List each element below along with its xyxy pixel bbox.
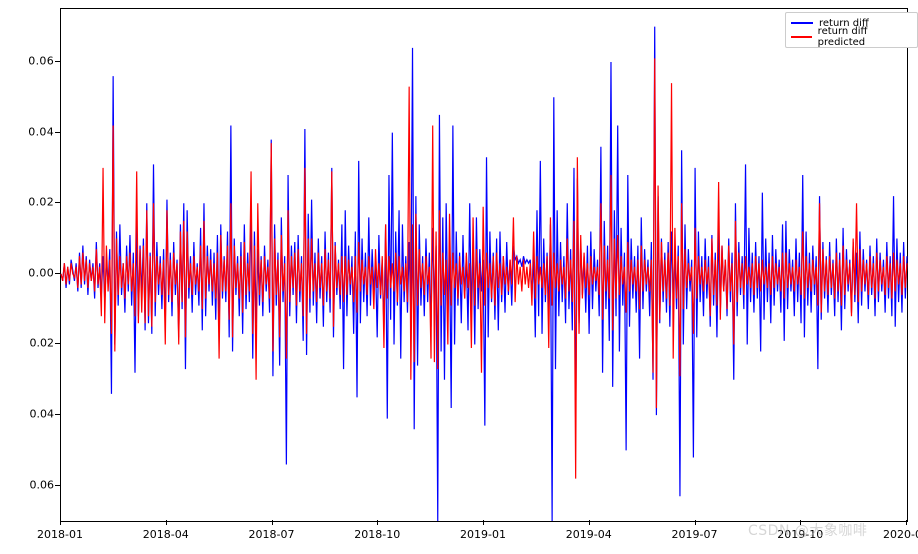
ytick-label: 0.04 [4, 125, 54, 138]
ytick-mark [55, 202, 60, 203]
ytick-label: 0.06 [4, 54, 54, 67]
xtick-label: 2018-04 [143, 528, 189, 541]
xtick-mark [483, 520, 484, 525]
ytick-mark [55, 485, 60, 486]
ytick-mark [55, 132, 60, 133]
xtick-mark [377, 520, 378, 525]
series-return_diff_predicted [61, 58, 907, 478]
ytick-mark [55, 61, 60, 62]
legend-swatch [791, 36, 812, 38]
xtick-label: 2018-07 [249, 528, 295, 541]
ytick-mark [55, 273, 60, 274]
xtick-label: 2018-10 [354, 528, 400, 541]
ytick-label: 0.06 [4, 478, 54, 491]
ytick-label: 0.02 [4, 196, 54, 209]
ytick-label: 0.00 [4, 266, 54, 279]
xtick-mark [695, 520, 696, 525]
ytick-mark [55, 343, 60, 344]
legend-item: return diff predicted [791, 30, 912, 44]
xtick-label: 2019-01 [460, 528, 506, 541]
xtick-label: 2020-01 [883, 528, 918, 541]
chart-root: 0.06 0.04 0.02 0.00 0.02 0.04 0.06 2018-01 20… [0, 0, 918, 554]
xtick-mark [60, 520, 61, 525]
xtick-mark [800, 520, 801, 525]
plot-area [60, 8, 908, 522]
xtick-mark [272, 520, 273, 525]
series-svg [61, 9, 907, 521]
xtick-label: 2019-04 [566, 528, 612, 541]
xtick-label: 2018-01 [37, 528, 83, 541]
xtick-mark [166, 520, 167, 525]
ytick-mark [55, 414, 60, 415]
legend-swatch [791, 22, 813, 24]
ytick-label: 0.04 [4, 408, 54, 421]
xtick-mark [906, 520, 907, 525]
xtick-mark [589, 520, 590, 525]
ytick-label: 0.02 [4, 337, 54, 350]
xtick-label: 2019-07 [672, 528, 718, 541]
legend-label: return diff predicted [818, 26, 912, 48]
xtick-label: 2019-10 [777, 528, 823, 541]
legend: return diffreturn diff predicted [785, 12, 918, 48]
